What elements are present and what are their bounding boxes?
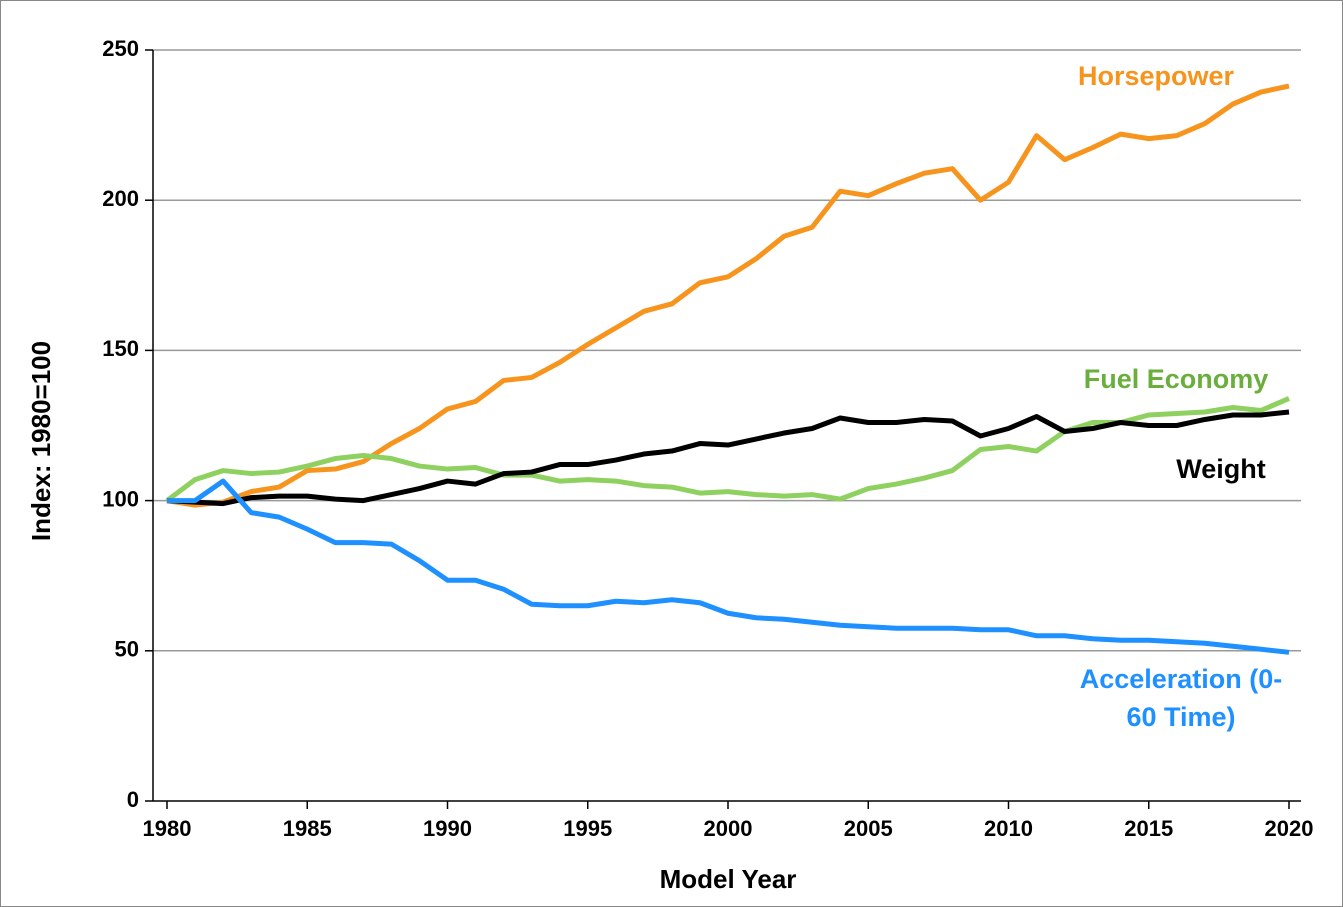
y-tick-label: 0 (127, 787, 139, 812)
series-label: Weight (1176, 454, 1266, 484)
x-tick-label: 1995 (563, 816, 612, 841)
y-tick-label: 150 (102, 336, 139, 361)
x-axis-label: Model Year (660, 864, 797, 894)
series-line (165, 396, 1290, 503)
x-tick-label: 1980 (143, 816, 192, 841)
x-tick-label: 2005 (844, 816, 893, 841)
series-label: Fuel Economy (1083, 364, 1269, 394)
y-tick-label: 100 (102, 486, 139, 511)
x-tick-label: 2010 (984, 816, 1033, 841)
x-tick-label: 2015 (1124, 816, 1173, 841)
series-line (166, 409, 1290, 507)
series-line (166, 83, 1290, 508)
x-tick-label: 2020 (1265, 816, 1314, 841)
series-label: Acceleration (0-60 Time) (1079, 664, 1283, 732)
x-tick-label: 2000 (704, 816, 753, 841)
y-tick-label: 250 (102, 36, 139, 61)
series-line (167, 478, 1290, 655)
x-tick-label: 1990 (423, 816, 472, 841)
y-tick-label: 50 (115, 637, 139, 662)
series-label: Horsepower (1077, 61, 1235, 91)
x-tick-label: 1985 (283, 816, 332, 841)
y-tick-label: 200 (102, 186, 139, 211)
y-axis-label: Index: 1980=100 (26, 341, 56, 541)
